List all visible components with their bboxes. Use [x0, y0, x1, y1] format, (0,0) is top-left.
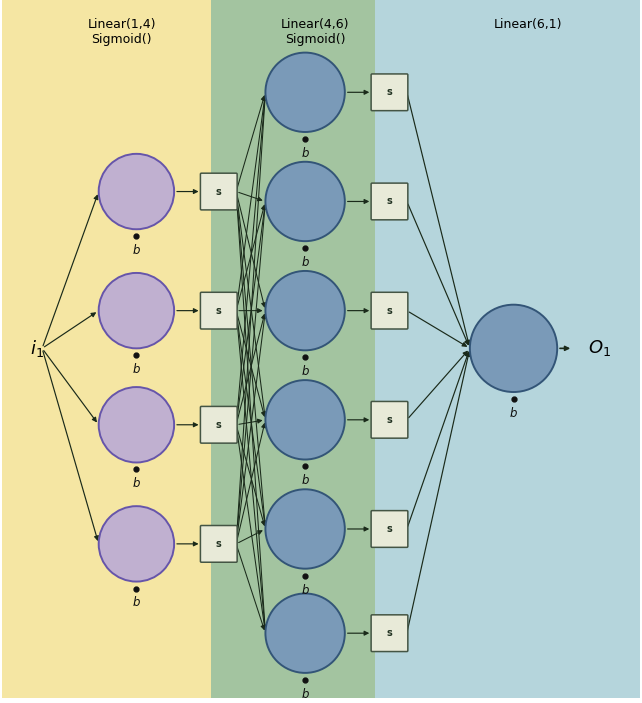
Bar [374, 0, 639, 697]
Text: s: s [216, 186, 221, 197]
Text: s: s [386, 524, 392, 534]
FancyBboxPatch shape [371, 401, 408, 438]
FancyBboxPatch shape [371, 74, 408, 110]
Text: b: b [133, 596, 140, 610]
Circle shape [265, 380, 345, 460]
Text: s: s [386, 306, 392, 316]
Text: b: b [133, 477, 140, 491]
Text: b: b [301, 366, 309, 378]
Circle shape [99, 506, 174, 581]
Circle shape [99, 387, 174, 463]
Text: $O_1$: $O_1$ [588, 338, 611, 359]
Text: s: s [216, 306, 221, 316]
Text: $i_1$: $i_1$ [30, 338, 44, 359]
Circle shape [265, 593, 345, 673]
FancyBboxPatch shape [200, 406, 237, 443]
FancyBboxPatch shape [371, 183, 408, 220]
FancyBboxPatch shape [371, 292, 408, 329]
Circle shape [265, 271, 345, 350]
Text: b: b [301, 256, 309, 269]
Text: Linear(4,6)
Sigmoid(): Linear(4,6) Sigmoid() [281, 18, 349, 46]
Text: s: s [386, 87, 392, 97]
Text: b: b [133, 363, 140, 376]
FancyBboxPatch shape [200, 173, 237, 210]
Circle shape [265, 53, 345, 132]
Circle shape [470, 304, 557, 392]
Circle shape [265, 489, 345, 569]
Text: b: b [301, 688, 309, 701]
Text: b: b [301, 147, 309, 160]
Circle shape [99, 154, 174, 229]
Text: Linear(6,1): Linear(6,1) [494, 18, 562, 31]
Text: b: b [301, 475, 309, 487]
Text: b: b [133, 244, 140, 257]
FancyBboxPatch shape [371, 615, 408, 652]
Circle shape [265, 162, 345, 241]
Text: b: b [301, 583, 309, 597]
Text: s: s [386, 415, 392, 425]
Text: b: b [510, 407, 517, 420]
Text: s: s [216, 539, 221, 549]
Bar [3, 0, 256, 697]
Text: s: s [216, 420, 221, 430]
Text: Linear(1,4)
Sigmoid(): Linear(1,4) Sigmoid() [87, 18, 156, 46]
Text: s: s [386, 196, 392, 207]
Circle shape [99, 273, 174, 349]
FancyBboxPatch shape [200, 292, 237, 329]
Bar [211, 0, 410, 697]
Text: s: s [386, 628, 392, 638]
FancyBboxPatch shape [200, 526, 237, 562]
FancyBboxPatch shape [371, 510, 408, 548]
